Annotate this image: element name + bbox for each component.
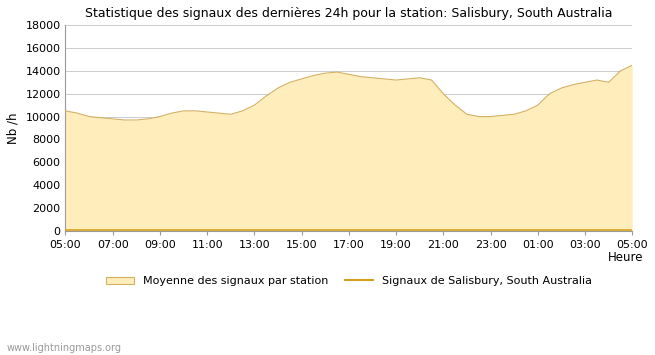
Title: Statistique des signaux des dernières 24h pour la station: Salisbury, South Aust: Statistique des signaux des dernières 24… [85,7,612,20]
X-axis label: Heure: Heure [608,251,644,264]
Legend: Moyenne des signaux par station, Signaux de Salisbury, South Australia: Moyenne des signaux par station, Signaux… [102,272,596,291]
Y-axis label: Nb /h: Nb /h [7,112,20,144]
Text: www.lightningmaps.org: www.lightningmaps.org [7,343,122,353]
